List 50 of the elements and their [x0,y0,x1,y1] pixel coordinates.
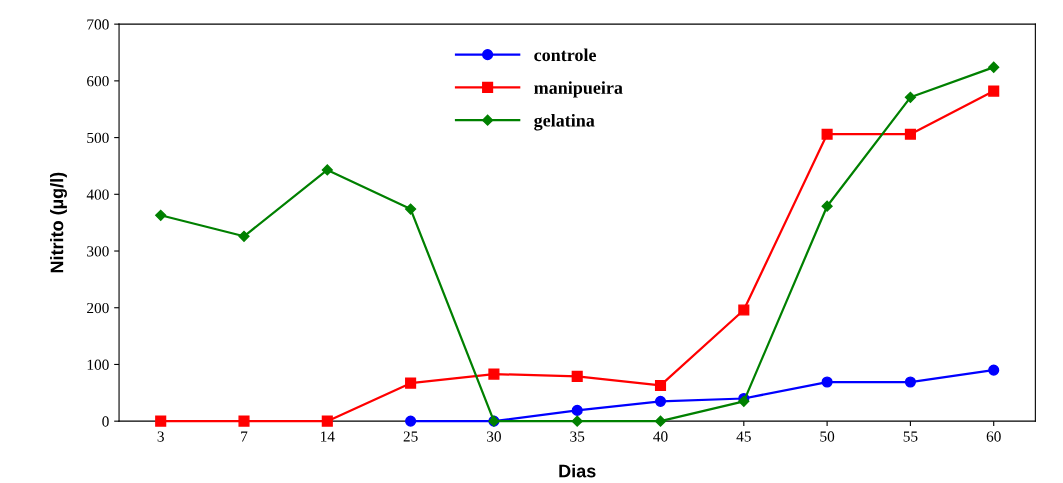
x-tick-label: 55 [903,431,918,442]
y-tick-label: 300 [87,246,109,257]
point [988,61,1000,73]
point [821,376,833,388]
x-tick-label: 60 [986,431,1001,442]
point [904,91,917,103]
x-tick-label: 45 [736,431,751,442]
y-tick-label: 0 [102,416,109,427]
y-tick-label: 700 [87,19,109,30]
point [904,128,916,140]
point [405,415,417,427]
x-axis-title: Dias [559,464,596,478]
point [488,368,500,380]
point [988,85,1000,97]
point [571,404,583,416]
x-tick-label: 7 [241,431,248,442]
legend-label: gelatina [534,113,595,131]
point [155,209,167,221]
x-tick-label: 25 [403,431,418,442]
point [405,377,417,389]
y-tick-label: 400 [86,189,109,200]
y-tick-label: 600 [87,76,109,87]
point [405,203,417,215]
point [571,370,583,382]
point [654,415,667,427]
legend-label: manipueira [534,81,623,98]
point [321,415,333,427]
point [821,200,833,212]
point [654,395,667,407]
point [654,379,667,391]
y-tick-label: 200 [87,302,109,314]
x-tick-label: 50 [820,431,835,442]
point [738,304,750,316]
point [155,415,167,427]
y-tick-label: 500 [87,132,109,144]
point [904,376,916,388]
x-tick-label: 30 [487,431,501,442]
point [571,415,583,427]
x-tick-label: 3 [157,431,164,442]
legend-label: controle [534,48,597,62]
x-tick-label: 35 [570,431,585,442]
point [321,164,333,176]
x-tick-label: 14 [321,431,335,442]
y-axis-title: Nitrito (µg/l) [50,172,67,273]
point [988,364,1000,376]
y-tick-label: 100 [87,359,109,370]
point [238,230,250,242]
point [821,128,833,140]
point [238,415,250,427]
x-tick-label: 40 [653,431,668,442]
